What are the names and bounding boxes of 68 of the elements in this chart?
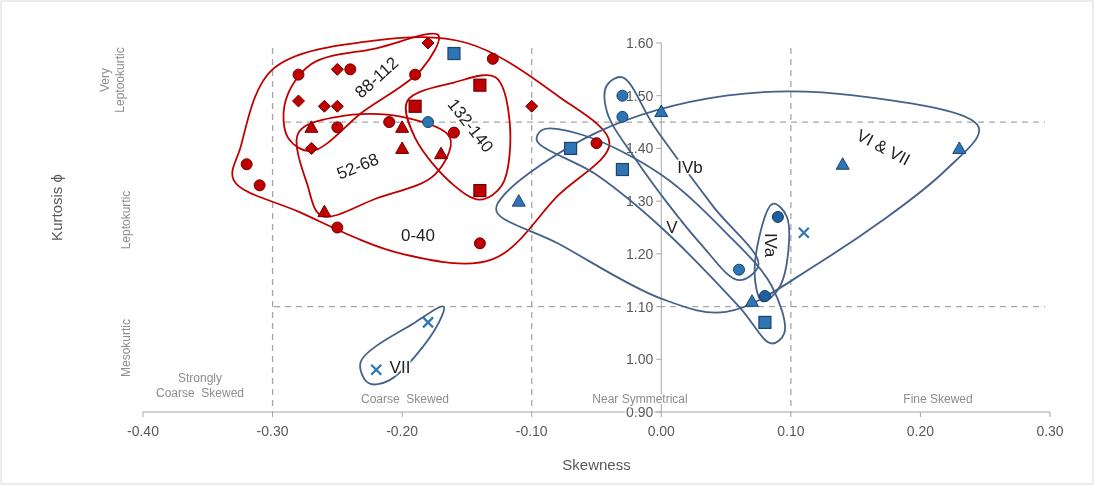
- point: [835, 157, 850, 170]
- point: [317, 99, 331, 113]
- point: [317, 204, 332, 218]
- annotation: VI & VII: [853, 125, 914, 170]
- annotation: 52-68: [334, 149, 382, 184]
- point: [952, 141, 967, 154]
- x-tick-label: 0.20: [906, 423, 935, 439]
- point: [304, 120, 319, 133]
- point: [447, 46, 461, 61]
- point: [370, 363, 383, 376]
- x-tick-label: -0.30: [256, 423, 289, 439]
- point: [422, 116, 435, 129]
- x-tick-label: -0.40: [127, 423, 160, 439]
- x-tick-label: 0.10: [777, 423, 805, 439]
- point: [330, 62, 344, 76]
- point: [758, 290, 771, 303]
- point: [473, 237, 486, 250]
- y-axis-title: Kurtosis ϕ: [48, 174, 65, 241]
- point: [253, 179, 266, 192]
- point: [434, 146, 449, 160]
- point: [240, 158, 253, 171]
- point: [331, 221, 344, 234]
- point: [304, 141, 318, 155]
- point: [395, 120, 410, 133]
- annotation: Fine Skewed: [903, 392, 973, 406]
- point: [511, 194, 526, 207]
- point: [331, 121, 344, 134]
- y-tick-label: 1.20: [626, 245, 654, 262]
- y-tick-label: 1.60: [626, 35, 654, 51]
- point: [616, 110, 629, 123]
- point: [563, 141, 578, 156]
- point: [654, 104, 669, 118]
- x-tick-label: 0.00: [647, 423, 676, 439]
- text: Very Leptookurtic: [97, 47, 128, 113]
- point: [292, 68, 305, 81]
- point: [291, 94, 305, 108]
- annotation: V: [666, 218, 679, 237]
- annotation: Coarse Skewed: [360, 392, 450, 406]
- point: [473, 78, 487, 92]
- y-tick-label: 1.10: [626, 298, 654, 315]
- point: [590, 137, 603, 150]
- y-tick-label: 1.00: [626, 351, 654, 368]
- x-tick-label: -0.20: [386, 423, 419, 439]
- annotation: IVa: [761, 232, 780, 258]
- point: [408, 99, 422, 113]
- point: [615, 162, 630, 177]
- x-tick-label: 0.30: [1036, 423, 1064, 439]
- text: Mesokurtic: [119, 318, 133, 378]
- point: [421, 316, 435, 329]
- x-axis-title: Skewness: [562, 456, 631, 473]
- point: [421, 36, 435, 50]
- point: [733, 263, 746, 276]
- point: [473, 184, 487, 198]
- point: [797, 226, 810, 239]
- point: [409, 68, 422, 81]
- text: Leptokurtic: [119, 190, 133, 250]
- point: [395, 141, 410, 154]
- point: [771, 210, 784, 223]
- x-tick-label: -0.10: [515, 423, 548, 439]
- point: [383, 116, 396, 129]
- point: [744, 294, 759, 307]
- annotation: Strongly Coarse Skewed: [155, 370, 245, 401]
- point: [525, 99, 539, 113]
- annotation: 0-40: [400, 226, 436, 245]
- y-tick-label: 1.40: [626, 140, 654, 157]
- point: [330, 99, 344, 113]
- point: [486, 52, 499, 65]
- point: [758, 315, 772, 329]
